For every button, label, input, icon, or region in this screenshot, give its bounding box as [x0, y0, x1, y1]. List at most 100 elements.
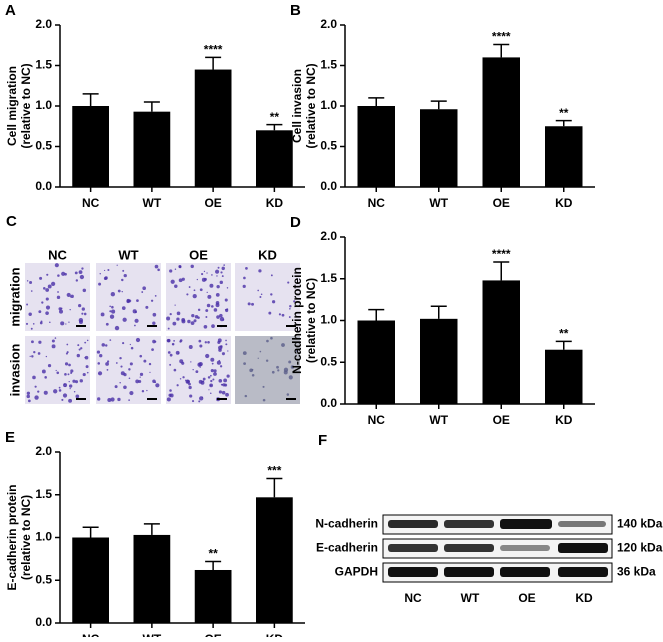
y-tick-label: 0.0 — [35, 615, 52, 629]
panel-letter: D — [290, 214, 301, 231]
cell-speck — [74, 380, 79, 384]
cell-speck — [206, 303, 211, 308]
significance-label: ** — [559, 106, 569, 120]
cell-speck — [203, 270, 206, 273]
cell-speck — [38, 340, 42, 344]
cell-speck — [220, 271, 223, 274]
cell-speck — [41, 369, 46, 374]
cell-speck — [154, 340, 157, 343]
cell-speck — [270, 274, 273, 277]
size-label: 140 kDa — [617, 517, 663, 531]
column-label: NC — [48, 247, 67, 262]
x-tick-label: KD — [555, 196, 573, 210]
cell-speck — [143, 359, 147, 363]
cell-speck — [29, 281, 33, 285]
bar — [420, 109, 458, 187]
cell-speck — [149, 371, 151, 374]
y-tick-label: 0.0 — [320, 179, 337, 193]
y-tick-label: 0.0 — [35, 179, 52, 193]
blot-band — [388, 544, 438, 552]
cell-speck — [100, 312, 105, 317]
bar — [72, 106, 109, 187]
cell-speck — [179, 359, 184, 364]
cell-speck — [181, 277, 185, 281]
y-tick-label: 2.0 — [320, 17, 337, 31]
x-tick-label: OE — [493, 413, 510, 427]
cell-speck — [72, 379, 76, 383]
cell-speck — [45, 355, 48, 358]
panel-letter: C — [6, 213, 17, 230]
cell-speck — [171, 342, 175, 346]
cell-speck — [123, 372, 127, 377]
cell-speck — [47, 364, 52, 368]
cell-speck — [169, 389, 172, 392]
cell-speck — [219, 365, 223, 368]
y-axis-label: (relative to NC) — [19, 495, 33, 580]
cell-speck — [40, 320, 43, 323]
cell-speck — [178, 278, 183, 283]
cell-speck — [107, 397, 112, 403]
cell-speck — [277, 369, 280, 372]
y-tick-label: 0.5 — [35, 139, 52, 153]
bar — [256, 130, 293, 187]
cell-speck — [74, 271, 78, 275]
cell-speck — [218, 379, 223, 383]
cell-speck — [109, 305, 111, 308]
cell-speck — [25, 322, 29, 325]
cell-speck — [45, 297, 49, 301]
cell-speck — [43, 287, 46, 290]
cell-speck — [211, 274, 213, 276]
significance-label: ** — [270, 110, 280, 124]
bar — [420, 318, 458, 404]
cell-speck — [268, 311, 272, 315]
blot-band — [500, 519, 552, 529]
significance-label: **** — [492, 30, 511, 44]
cell-speck — [121, 306, 126, 310]
lane-label: OE — [518, 591, 535, 605]
cell-speck — [105, 322, 109, 326]
cell-speck — [154, 264, 159, 269]
bar — [545, 349, 583, 404]
bar — [133, 534, 171, 623]
cell-speck — [218, 390, 223, 394]
cell-speck — [173, 339, 175, 342]
cell-speck — [122, 269, 125, 272]
cell-speck — [197, 308, 201, 312]
cell-speck — [167, 338, 171, 343]
cell-speck — [192, 294, 197, 299]
cell-speck — [86, 339, 89, 342]
blot-band — [444, 567, 494, 577]
cell-speck — [110, 397, 115, 402]
cell-speck — [266, 339, 269, 343]
cell-speck — [54, 337, 57, 339]
cell-speck — [45, 305, 51, 310]
cell-speck — [145, 305, 149, 309]
cell-speck — [286, 393, 290, 396]
bar — [357, 320, 395, 404]
cell-speck — [271, 370, 275, 374]
cell-speck — [26, 391, 31, 395]
cell-speck — [207, 294, 212, 299]
cell-speck — [219, 313, 223, 318]
cell-speck — [262, 385, 265, 388]
cell-speck — [185, 379, 190, 384]
cell-speck — [37, 390, 40, 393]
lane-label: NC — [404, 591, 422, 605]
y-axis-label: N-cadherin protein — [290, 267, 304, 374]
cell-speck — [242, 351, 247, 355]
cell-speck — [209, 283, 214, 288]
cell-speck — [68, 384, 73, 388]
row-label: migration — [7, 267, 22, 326]
cell-speck — [122, 341, 125, 345]
y-tick-label: 1.0 — [35, 530, 52, 544]
bar — [133, 111, 171, 187]
cell-speck — [209, 374, 212, 377]
cell-speck — [201, 272, 204, 276]
cell-speck — [67, 373, 70, 376]
cell-speck — [225, 392, 229, 397]
cell-speck — [281, 343, 285, 347]
cell-speck — [211, 362, 214, 365]
cell-speck — [97, 362, 101, 365]
cell-speck — [176, 384, 179, 387]
cell-speck — [76, 353, 80, 358]
